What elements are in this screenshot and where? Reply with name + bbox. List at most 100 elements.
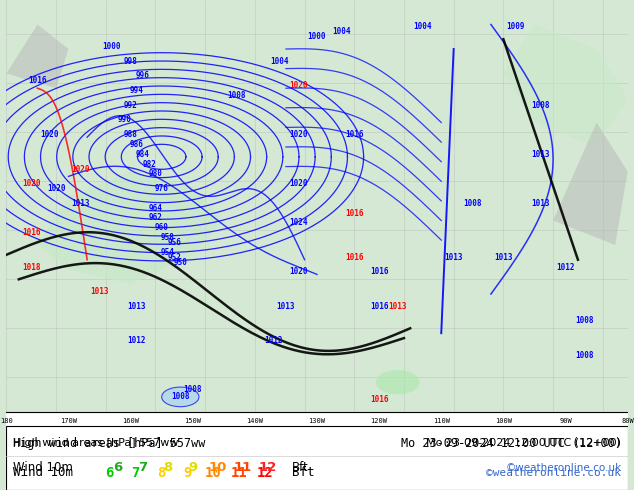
Text: 1020: 1020 xyxy=(41,130,59,139)
PathPatch shape xyxy=(37,172,224,284)
Text: 140W: 140W xyxy=(247,418,263,424)
Text: Mo 23-09-2024 12:00 UTC (12+00): Mo 23-09-2024 12:00 UTC (12+00) xyxy=(427,438,621,448)
Text: Wind 10m: Wind 10m xyxy=(13,466,72,479)
Text: 1013: 1013 xyxy=(90,287,109,296)
Text: 1000: 1000 xyxy=(103,42,121,51)
Bar xyxy=(6,412,628,490)
Text: 1013: 1013 xyxy=(531,150,550,159)
Text: 984: 984 xyxy=(136,150,150,159)
Text: 170W: 170W xyxy=(60,418,77,424)
Text: 1016: 1016 xyxy=(345,253,363,262)
Text: 956: 956 xyxy=(167,238,181,247)
Text: 80W: 80W xyxy=(621,418,634,424)
Text: 1013: 1013 xyxy=(389,302,407,311)
Text: 160W: 160W xyxy=(122,418,139,424)
Text: 954: 954 xyxy=(161,248,175,257)
Text: 1012: 1012 xyxy=(556,263,575,271)
Text: 1012: 1012 xyxy=(264,336,283,345)
Text: Mo 23-09-2024 12:00 UTC (12+00): Mo 23-09-2024 12:00 UTC (12+00) xyxy=(401,437,621,450)
Text: 992: 992 xyxy=(124,101,138,110)
Text: 11: 11 xyxy=(233,462,252,474)
Text: 90W: 90W xyxy=(559,418,572,424)
Text: 8: 8 xyxy=(164,462,172,474)
PathPatch shape xyxy=(503,24,628,147)
Text: 1008: 1008 xyxy=(227,91,245,100)
Text: 1024: 1024 xyxy=(289,219,307,227)
Text: 1000: 1000 xyxy=(307,32,327,41)
Text: 1016: 1016 xyxy=(370,395,389,404)
Text: 1004: 1004 xyxy=(413,23,432,31)
Text: 952: 952 xyxy=(167,253,181,262)
Text: 100W: 100W xyxy=(495,418,512,424)
Text: 1020: 1020 xyxy=(22,179,41,188)
Text: 110W: 110W xyxy=(433,418,450,424)
Text: 990: 990 xyxy=(117,116,131,124)
Text: 962: 962 xyxy=(148,214,162,222)
Text: 8: 8 xyxy=(157,466,165,480)
Text: 986: 986 xyxy=(130,140,144,149)
Text: 10: 10 xyxy=(209,462,227,474)
Text: 9: 9 xyxy=(183,466,191,480)
Text: 1016: 1016 xyxy=(28,76,47,85)
Text: 1020: 1020 xyxy=(72,165,90,173)
Text: 1008: 1008 xyxy=(575,351,593,360)
Text: 982: 982 xyxy=(142,160,156,169)
Text: 958: 958 xyxy=(161,233,175,242)
Text: 130W: 130W xyxy=(309,418,325,424)
Text: 1020: 1020 xyxy=(289,81,307,90)
Text: 7: 7 xyxy=(138,462,148,474)
Text: 998: 998 xyxy=(124,57,138,66)
Text: 180: 180 xyxy=(0,418,13,424)
Text: Bft: Bft xyxy=(292,462,309,474)
Text: 964: 964 xyxy=(148,204,162,213)
Text: 1004: 1004 xyxy=(271,57,289,66)
Text: 1012: 1012 xyxy=(127,336,146,345)
Text: 6: 6 xyxy=(105,466,113,480)
Text: Wind 10m: Wind 10m xyxy=(13,462,72,474)
Text: 9: 9 xyxy=(188,462,197,474)
Text: 950: 950 xyxy=(173,258,187,267)
Text: 120W: 120W xyxy=(371,418,387,424)
Text: 1008: 1008 xyxy=(575,317,593,325)
PathPatch shape xyxy=(553,122,628,245)
Text: 1008: 1008 xyxy=(463,199,482,208)
Text: 1018: 1018 xyxy=(22,263,41,271)
Text: 1016: 1016 xyxy=(345,209,363,218)
Text: 11: 11 xyxy=(231,466,248,480)
Text: 1004: 1004 xyxy=(333,27,351,36)
Text: 1020: 1020 xyxy=(289,268,307,276)
Text: 996: 996 xyxy=(136,72,150,80)
Text: 980: 980 xyxy=(148,170,162,178)
Text: 1013: 1013 xyxy=(276,302,295,311)
Text: 1013: 1013 xyxy=(531,199,550,208)
Text: 1016: 1016 xyxy=(370,268,389,276)
Text: 1013: 1013 xyxy=(127,302,146,311)
Text: 1008: 1008 xyxy=(171,392,190,401)
Text: 976: 976 xyxy=(155,184,169,193)
Text: 150W: 150W xyxy=(184,418,201,424)
Text: 10: 10 xyxy=(205,466,222,480)
Text: 994: 994 xyxy=(130,86,144,95)
Text: 1020: 1020 xyxy=(47,184,65,193)
Text: 1016: 1016 xyxy=(22,228,41,237)
Text: Bft: Bft xyxy=(292,466,314,479)
Text: 1016: 1016 xyxy=(345,130,363,139)
Text: 1009: 1009 xyxy=(507,23,525,31)
Text: 1013: 1013 xyxy=(444,253,463,262)
Text: 1013: 1013 xyxy=(494,253,513,262)
Text: 1013: 1013 xyxy=(72,199,90,208)
Text: 1008: 1008 xyxy=(183,385,202,394)
Ellipse shape xyxy=(376,370,420,394)
Text: 960: 960 xyxy=(155,223,169,232)
Text: ©weatheronline.co.uk: ©weatheronline.co.uk xyxy=(486,468,621,478)
Text: 12: 12 xyxy=(257,466,274,480)
Text: 1020: 1020 xyxy=(289,130,307,139)
PathPatch shape xyxy=(6,24,68,88)
Text: 1016: 1016 xyxy=(370,302,389,311)
Text: 7: 7 xyxy=(131,466,139,480)
Text: High wind areas [hPa] 557ww: High wind areas [hPa] 557ww xyxy=(13,437,205,450)
Text: 988: 988 xyxy=(124,130,138,139)
Text: 12: 12 xyxy=(258,462,276,474)
Bar xyxy=(6,426,628,490)
Text: ©weatheronline.co.uk: ©weatheronline.co.uk xyxy=(505,463,621,473)
